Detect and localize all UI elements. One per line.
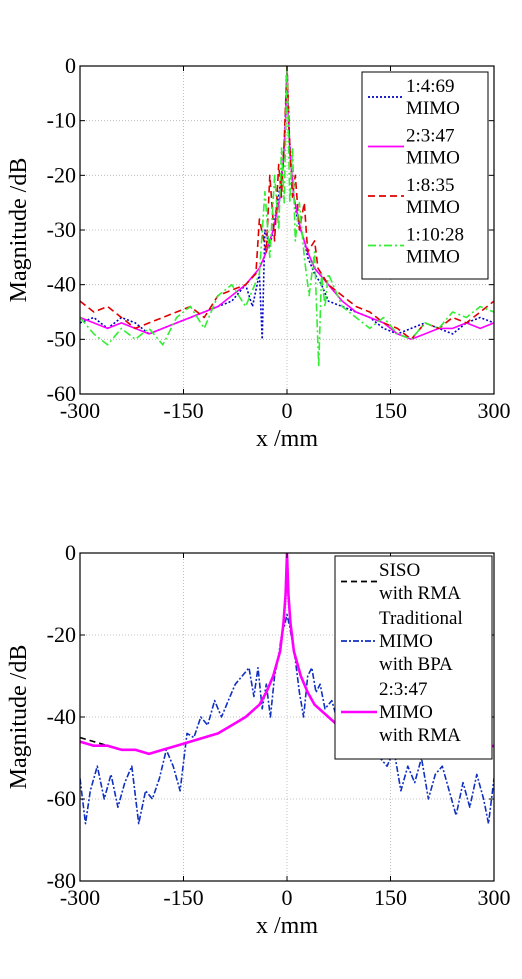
chart-1: -300 -150 0 150 300 0 -10 -20 -30 -40 -50 -60 x /mm M… bbox=[6, 53, 511, 452]
x-tick-label: 0 bbox=[282, 885, 293, 910]
legend-label: SISO bbox=[379, 560, 420, 581]
legend-label: with RMA bbox=[379, 725, 461, 746]
legend-box bbox=[361, 71, 489, 280]
legend-label: 2:3:47 bbox=[379, 679, 428, 700]
y-axis-label: Magnitude /dB bbox=[6, 645, 32, 790]
x-tick-label: -300 bbox=[60, 398, 100, 423]
legend-label: Traditional bbox=[379, 608, 463, 629]
legend-label: 1:4:69 bbox=[406, 76, 455, 97]
legend-label: MIMO bbox=[406, 148, 460, 169]
legend-label: MIMO bbox=[406, 197, 460, 218]
x-tick-label: -150 bbox=[163, 885, 203, 910]
y-axis-label: Magnitude /dB bbox=[6, 158, 32, 303]
legend: 1:4:69MIMO2:3:47MIMO1:8:35MIMO1:10:28MIM… bbox=[361, 71, 489, 280]
series-group bbox=[80, 66, 494, 368]
y-tick-label: -60 bbox=[47, 786, 76, 811]
y-tick-label: -80 bbox=[47, 868, 76, 893]
x-axis-label: x /mm bbox=[256, 426, 318, 452]
y-tick-label: -10 bbox=[47, 108, 76, 133]
y-tick-label: -30 bbox=[47, 217, 76, 242]
legend-label: MIMO bbox=[379, 702, 433, 723]
x-tick-label: -300 bbox=[60, 885, 100, 910]
y-tick-label: -20 bbox=[47, 162, 76, 187]
x-tick-label: 150 bbox=[374, 398, 407, 423]
legend-label: with RMA bbox=[379, 583, 461, 604]
y-tick-label: -50 bbox=[47, 326, 76, 351]
legend-label: 2:3:47 bbox=[406, 126, 455, 147]
series-line-2 bbox=[80, 613, 494, 825]
x-tick-label: 150 bbox=[374, 885, 407, 910]
legend-label: MIMO bbox=[406, 247, 460, 268]
x-tick-label: 0 bbox=[282, 398, 293, 423]
legend-label: 1:8:35 bbox=[406, 175, 455, 196]
legend-label: MIMO bbox=[379, 631, 433, 652]
x-tick-label: 300 bbox=[478, 398, 511, 423]
y-tick-label: -40 bbox=[47, 704, 76, 729]
y-tick-label: -20 bbox=[47, 622, 76, 647]
series-line-4 bbox=[80, 66, 494, 368]
legend-label: MIMO bbox=[406, 98, 460, 119]
chart-2: -300 -150 0 150 300 0 -20 -40 -60 -80 x /mm Magnitu… bbox=[6, 540, 511, 939]
y-tick-label: -40 bbox=[47, 272, 76, 297]
y-tick-label: -60 bbox=[47, 381, 76, 406]
legend-label: 1:10:28 bbox=[406, 225, 464, 246]
legend-box bbox=[334, 555, 493, 760]
x-tick-label: -150 bbox=[163, 398, 203, 423]
x-axis-label: x /mm bbox=[256, 913, 318, 939]
legend-label: with BPA bbox=[379, 654, 453, 675]
series-line-3 bbox=[80, 66, 494, 341]
y-tick-label: 0 bbox=[65, 540, 76, 565]
y-tick-label: 0 bbox=[65, 53, 76, 78]
x-tick-label: 300 bbox=[478, 885, 511, 910]
